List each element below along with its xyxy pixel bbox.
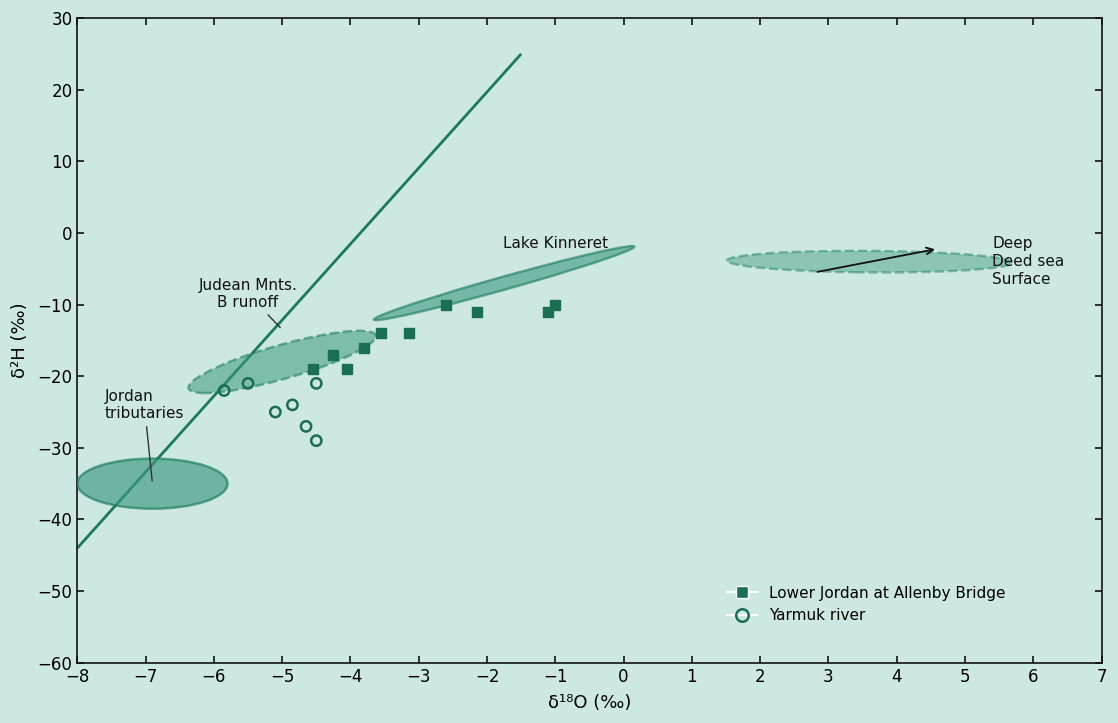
Point <box>266 406 284 418</box>
Text: Judean Mnts.
B runoff: Judean Mnts. B runoff <box>199 278 297 328</box>
Point <box>215 385 233 396</box>
Y-axis label: δ²H (‰): δ²H (‰) <box>11 303 29 378</box>
Point <box>284 399 302 411</box>
Point <box>307 377 325 389</box>
Point <box>437 299 455 310</box>
Point <box>239 377 257 389</box>
Ellipse shape <box>77 458 228 509</box>
Point <box>356 342 373 354</box>
Text: Lake Kinneret: Lake Kinneret <box>503 236 608 251</box>
Point <box>307 435 325 447</box>
Point <box>467 306 485 317</box>
Text: Deed sea: Deed sea <box>993 254 1064 269</box>
Point <box>540 306 558 317</box>
Point <box>547 299 565 310</box>
Point <box>297 421 315 432</box>
Legend: Lower Jordan at Allenby Bridge, Yarmuk river: Lower Jordan at Allenby Bridge, Yarmuk r… <box>721 579 1012 629</box>
Ellipse shape <box>373 246 634 320</box>
Point <box>372 328 390 339</box>
Ellipse shape <box>727 251 1012 273</box>
Text: Surface: Surface <box>993 272 1051 287</box>
Point <box>304 363 322 375</box>
X-axis label: δ¹⁸O (‰): δ¹⁸O (‰) <box>548 694 632 712</box>
Point <box>399 328 417 339</box>
Point <box>338 363 356 375</box>
Text: Jordan
tributaries: Jordan tributaries <box>105 389 184 481</box>
Text: Deep: Deep <box>993 236 1033 251</box>
Ellipse shape <box>189 330 376 393</box>
Point <box>324 349 342 361</box>
